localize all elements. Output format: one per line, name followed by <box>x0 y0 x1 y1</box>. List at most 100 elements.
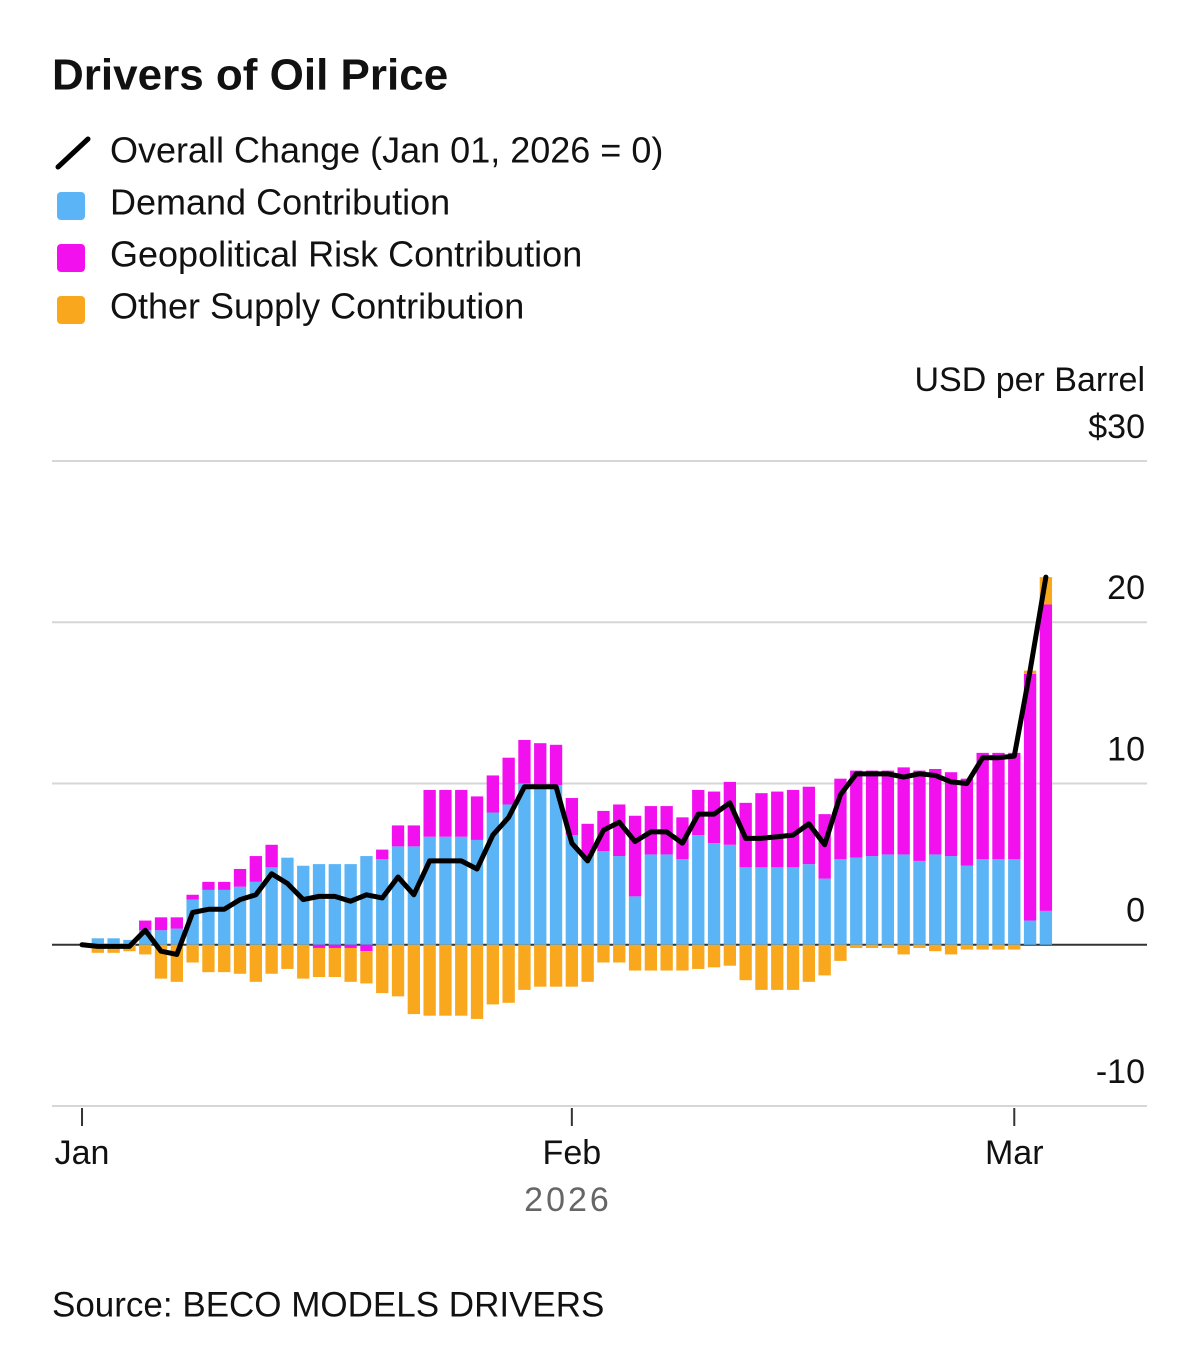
bar <box>1008 859 1021 945</box>
bar <box>865 944 879 948</box>
bar <box>407 825 421 847</box>
bar <box>376 944 389 994</box>
bar <box>944 856 958 945</box>
bar <box>581 944 594 982</box>
bar <box>944 944 958 955</box>
bar <box>186 944 199 963</box>
bar <box>960 944 974 950</box>
bar <box>992 752 1005 860</box>
bar <box>139 920 152 931</box>
bar <box>265 944 278 974</box>
bar <box>976 944 989 950</box>
legend-swatch <box>57 192 85 220</box>
bar <box>850 944 863 948</box>
bar <box>881 944 895 948</box>
bar <box>628 815 642 897</box>
bar <box>281 857 294 945</box>
bar <box>597 944 610 963</box>
bar <box>786 789 800 868</box>
bar <box>1039 910 1053 945</box>
bar <box>850 857 863 945</box>
bar <box>723 781 737 845</box>
x-tick-label: Mar <box>985 1134 1044 1172</box>
bar <box>123 939 136 945</box>
bar <box>581 823 594 857</box>
bar <box>534 743 547 786</box>
bar <box>376 849 389 860</box>
bar <box>707 843 721 945</box>
bar <box>502 944 515 1003</box>
bar <box>423 836 436 945</box>
bar <box>360 944 373 952</box>
bar <box>265 867 278 945</box>
bar <box>897 944 910 955</box>
bar <box>218 944 231 973</box>
bar <box>739 867 752 945</box>
bar <box>1023 920 1037 945</box>
bar <box>486 944 500 1005</box>
bar <box>297 944 310 979</box>
x-tick-label: Feb <box>543 1134 602 1172</box>
bar <box>913 944 926 948</box>
bar <box>976 752 989 860</box>
bar <box>865 770 879 857</box>
bar <box>976 859 989 945</box>
bar <box>344 947 357 982</box>
legend-label: Geopolitical Risk Contribution <box>110 234 582 275</box>
bar <box>439 789 452 837</box>
bar <box>1008 944 1021 950</box>
bar <box>628 944 642 971</box>
bar <box>692 835 705 945</box>
bar <box>786 944 800 990</box>
bar <box>502 804 515 945</box>
legend-swatch <box>57 296 85 324</box>
bar <box>233 886 247 945</box>
bar <box>518 944 531 990</box>
bar <box>913 860 926 945</box>
source: Source: BECO MODELS DRIVERS <box>52 1285 604 1324</box>
bar <box>202 944 215 973</box>
bar <box>676 859 689 945</box>
bar <box>723 844 737 945</box>
bar <box>692 944 705 969</box>
bar <box>407 944 421 1015</box>
bar <box>897 767 910 855</box>
bar <box>597 851 610 945</box>
bar <box>660 854 673 945</box>
bar <box>549 785 563 945</box>
bar <box>518 739 531 784</box>
bar <box>565 835 579 945</box>
bar <box>628 896 642 945</box>
x-tick-label: Jan <box>55 1134 110 1172</box>
bar <box>549 944 563 987</box>
bar <box>297 865 310 945</box>
bar <box>470 944 484 1019</box>
y-tick-label: 0 <box>1126 892 1145 930</box>
bar <box>786 867 800 945</box>
bar <box>186 894 199 900</box>
bar <box>755 944 768 990</box>
bar <box>565 944 579 987</box>
bar <box>391 846 405 945</box>
legend-label: Other Supply Contribution <box>110 286 524 327</box>
bar <box>944 772 958 857</box>
bar <box>613 804 626 857</box>
y-tick-label: -10 <box>1096 1053 1145 1091</box>
bar <box>581 856 594 945</box>
bar <box>881 854 895 945</box>
y-tick-label: 10 <box>1107 730 1145 768</box>
bar <box>834 859 847 945</box>
chart-title: Drivers of Oil Price <box>52 51 448 100</box>
line <box>79 574 1049 957</box>
bar <box>897 854 910 945</box>
bar <box>312 944 326 948</box>
y-axis-label: USD per Barrel <box>914 361 1145 399</box>
bar <box>992 944 1005 950</box>
bar <box>707 944 721 968</box>
bar <box>154 917 168 931</box>
bar <box>455 836 468 945</box>
bar <box>818 944 831 976</box>
bar <box>202 889 215 945</box>
bar <box>439 944 452 1016</box>
